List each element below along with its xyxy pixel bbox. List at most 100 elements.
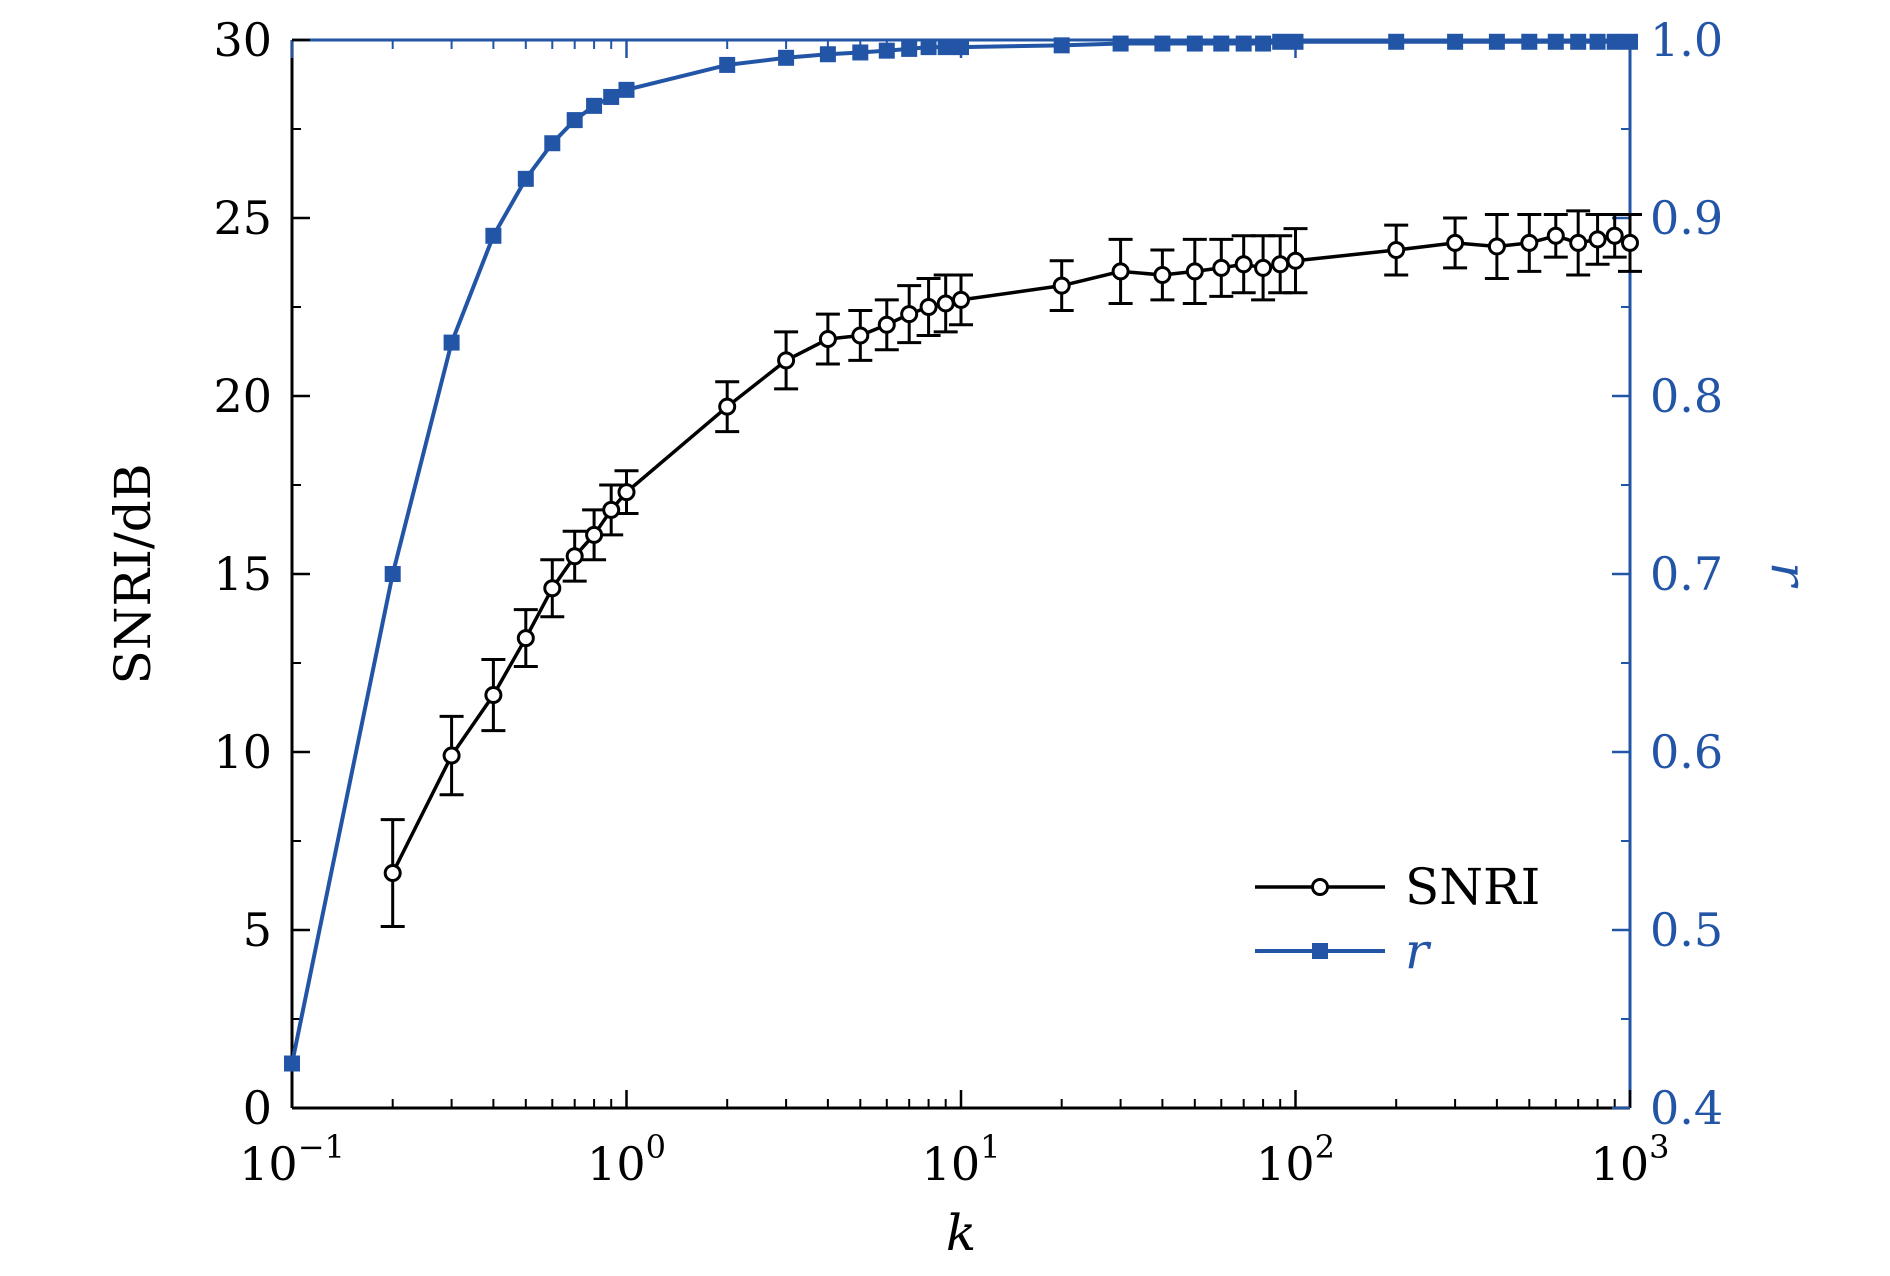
r-point bbox=[544, 135, 561, 152]
snri-point bbox=[585, 525, 604, 544]
r-point bbox=[719, 56, 736, 73]
right-y-tick-label: 0.5 bbox=[1650, 903, 1723, 957]
r-point bbox=[852, 44, 869, 61]
r-point bbox=[1447, 33, 1464, 50]
r-point bbox=[1255, 35, 1272, 52]
r-point bbox=[937, 39, 954, 56]
r-point bbox=[1547, 33, 1564, 50]
r-point bbox=[1272, 33, 1289, 50]
r-point bbox=[1589, 33, 1606, 50]
snri-point bbox=[617, 483, 636, 502]
x-tick-exponent: 2 bbox=[1315, 1128, 1335, 1166]
right-y-tick-label: 1.0 bbox=[1650, 13, 1723, 67]
x-tick-label: 103 bbox=[1591, 1128, 1670, 1191]
snri-point bbox=[1605, 226, 1624, 245]
r-point bbox=[1213, 35, 1230, 52]
snri-point bbox=[1185, 262, 1204, 281]
right-y-tick-label: 0.9 bbox=[1650, 191, 1723, 245]
x-axis-title: k bbox=[946, 1204, 976, 1262]
r-point bbox=[1488, 33, 1505, 50]
r-point bbox=[586, 97, 603, 114]
r-point bbox=[1606, 33, 1623, 50]
left-y-tick-label: 10 bbox=[213, 725, 272, 779]
x-tick-base: 10 bbox=[1591, 1137, 1650, 1191]
r-point bbox=[618, 81, 635, 98]
snri-point bbox=[1111, 262, 1130, 281]
snri-point bbox=[936, 294, 955, 313]
left-y-axis-title: SNRI/dB bbox=[104, 464, 162, 685]
snri-point bbox=[1487, 237, 1506, 256]
legend-r-marker bbox=[1312, 943, 1328, 959]
snri-point bbox=[1212, 258, 1231, 277]
right-y-axis-title: r bbox=[1760, 562, 1818, 589]
right-y-tick-label: 0.8 bbox=[1650, 369, 1723, 423]
snri-point bbox=[952, 290, 970, 309]
snri-point bbox=[1286, 251, 1305, 270]
r-point bbox=[284, 1055, 300, 1072]
r-point bbox=[1622, 33, 1638, 50]
r-point bbox=[1287, 33, 1304, 50]
legend-snri-label: SNRI bbox=[1405, 858, 1540, 916]
snri-point bbox=[777, 351, 796, 370]
x-tick-label: 100 bbox=[587, 1128, 666, 1191]
right-y-tick-label: 0.6 bbox=[1650, 725, 1723, 779]
r-point bbox=[819, 46, 836, 63]
r-point bbox=[1570, 33, 1587, 50]
r-point bbox=[878, 42, 895, 59]
left-y-tick-label: 15 bbox=[213, 547, 272, 601]
snri-point bbox=[1234, 255, 1253, 274]
snri-point bbox=[818, 330, 837, 349]
snri-point bbox=[1520, 233, 1539, 252]
x-tick-exponent: 0 bbox=[646, 1128, 666, 1166]
x-tick-exponent: −1 bbox=[298, 1128, 345, 1166]
snri-point bbox=[1621, 233, 1639, 252]
x-tick-base: 10 bbox=[587, 1137, 646, 1191]
left-y-tick-label: 30 bbox=[213, 13, 272, 67]
snri-point bbox=[1588, 230, 1607, 249]
x-tick-exponent: 3 bbox=[1649, 1128, 1669, 1166]
snri-point bbox=[1569, 233, 1588, 252]
r-point bbox=[920, 39, 937, 56]
x-tick-label: 10−1 bbox=[239, 1128, 345, 1191]
r-point bbox=[1053, 37, 1070, 54]
r-point bbox=[778, 49, 795, 66]
snri-point bbox=[851, 326, 870, 345]
x-tick-label: 101 bbox=[922, 1128, 1001, 1191]
r-point bbox=[384, 566, 401, 582]
r-point bbox=[485, 227, 502, 244]
legend: SNRI r bbox=[1255, 858, 1540, 980]
snri-point bbox=[442, 746, 461, 765]
snri-point bbox=[919, 298, 938, 316]
snri-point bbox=[383, 864, 402, 883]
x-tick-base: 10 bbox=[239, 1137, 298, 1191]
r-point bbox=[1235, 35, 1252, 52]
snri-point bbox=[900, 305, 919, 324]
r-point bbox=[443, 334, 460, 351]
snri-point bbox=[1052, 276, 1071, 295]
r-point bbox=[566, 112, 583, 129]
left-y-tick-label: 25 bbox=[213, 191, 272, 245]
x-tick-base: 10 bbox=[1256, 1137, 1315, 1191]
r-point bbox=[1154, 35, 1171, 52]
snri-point bbox=[1153, 265, 1172, 284]
left-y-tick-label: 0 bbox=[243, 1081, 272, 1135]
x-tick-base: 10 bbox=[922, 1137, 981, 1191]
snri-point bbox=[516, 629, 535, 648]
data-layer bbox=[284, 33, 1642, 1072]
legend-snri-marker bbox=[1311, 878, 1329, 896]
r-point bbox=[603, 88, 620, 105]
snri-point bbox=[1254, 258, 1273, 277]
snri-point bbox=[877, 315, 896, 334]
right-y-tick-label: 0.4 bbox=[1650, 1081, 1723, 1135]
x-tick-label: 102 bbox=[1256, 1128, 1335, 1191]
right-y-tick-label: 0.7 bbox=[1650, 547, 1723, 601]
snri-point bbox=[484, 686, 503, 705]
r-point bbox=[517, 170, 534, 187]
r-point bbox=[1388, 33, 1405, 50]
legend-r-label: r bbox=[1405, 922, 1432, 980]
left-y-tick-label: 5 bbox=[243, 903, 272, 957]
snri-point bbox=[1271, 255, 1290, 274]
snri-point bbox=[1546, 226, 1565, 245]
x-tick-exponent: 1 bbox=[980, 1128, 1000, 1166]
